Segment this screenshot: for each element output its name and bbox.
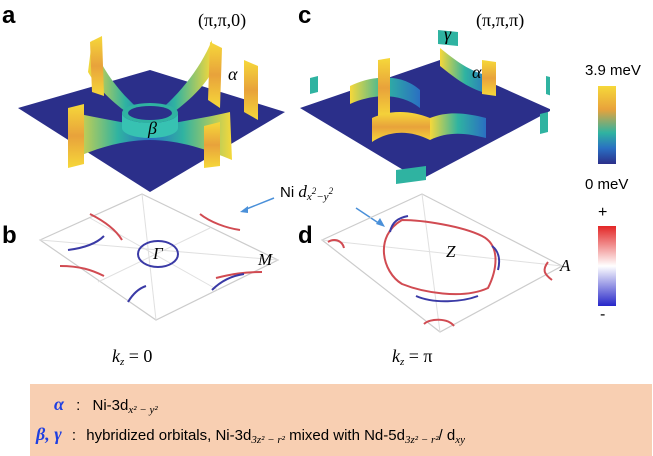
- colorbar-min-label: 0 meV: [585, 176, 629, 193]
- sign-plus-label: +: [598, 204, 608, 221]
- panel-label-d: d: [298, 222, 313, 249]
- annotation-arrows: [240, 197, 385, 227]
- sign-colorbar: [598, 226, 616, 306]
- panel-label-a: a: [2, 2, 16, 29]
- panel-label-c: c: [298, 2, 312, 29]
- fermi-surface-kzpi: [320, 193, 564, 333]
- bz-m-label: M: [258, 250, 273, 269]
- legend-beta-gamma: β, γ : hybridized orbitals, Ni-3d3z² − r…: [36, 424, 465, 446]
- bz-boundary: [320, 193, 564, 333]
- point-label-kzpi: (π,π,π): [476, 10, 525, 30]
- bz-a-label: A: [560, 256, 571, 275]
- kzpi-label: kz = π: [392, 346, 433, 368]
- gamma-label-c: γ: [444, 24, 452, 44]
- orbital-legend: α : Ni-3dx² − y² β, γ : hybridized orbit…: [30, 384, 652, 456]
- colorbar-max-label: 3.9 meV: [585, 62, 641, 79]
- panel-label-b: b: [2, 222, 17, 249]
- beta-label-a: β: [148, 118, 157, 138]
- alpha-label-a: α: [228, 64, 238, 84]
- gap-surface-kzpi: [300, 30, 550, 184]
- alpha-label-c: α: [472, 62, 482, 82]
- ni-orbital-annotation: Ni dx2−y2: [280, 182, 334, 203]
- bz-z-label: Z: [446, 242, 456, 261]
- gap-colorbar: [598, 86, 616, 164]
- gamma-pocket: [438, 30, 458, 46]
- bz-gamma-label: Γ: [153, 244, 163, 263]
- point-label-kz0: (π,π,0): [198, 10, 247, 30]
- sign-minus-label: -: [600, 306, 606, 323]
- legend-alpha: α : Ni-3dx² − y²: [54, 394, 158, 416]
- kz0-label: kz = 0: [112, 346, 153, 368]
- gap-surface-kz0: [18, 36, 285, 192]
- fermi-surface-kz0: [38, 193, 280, 321]
